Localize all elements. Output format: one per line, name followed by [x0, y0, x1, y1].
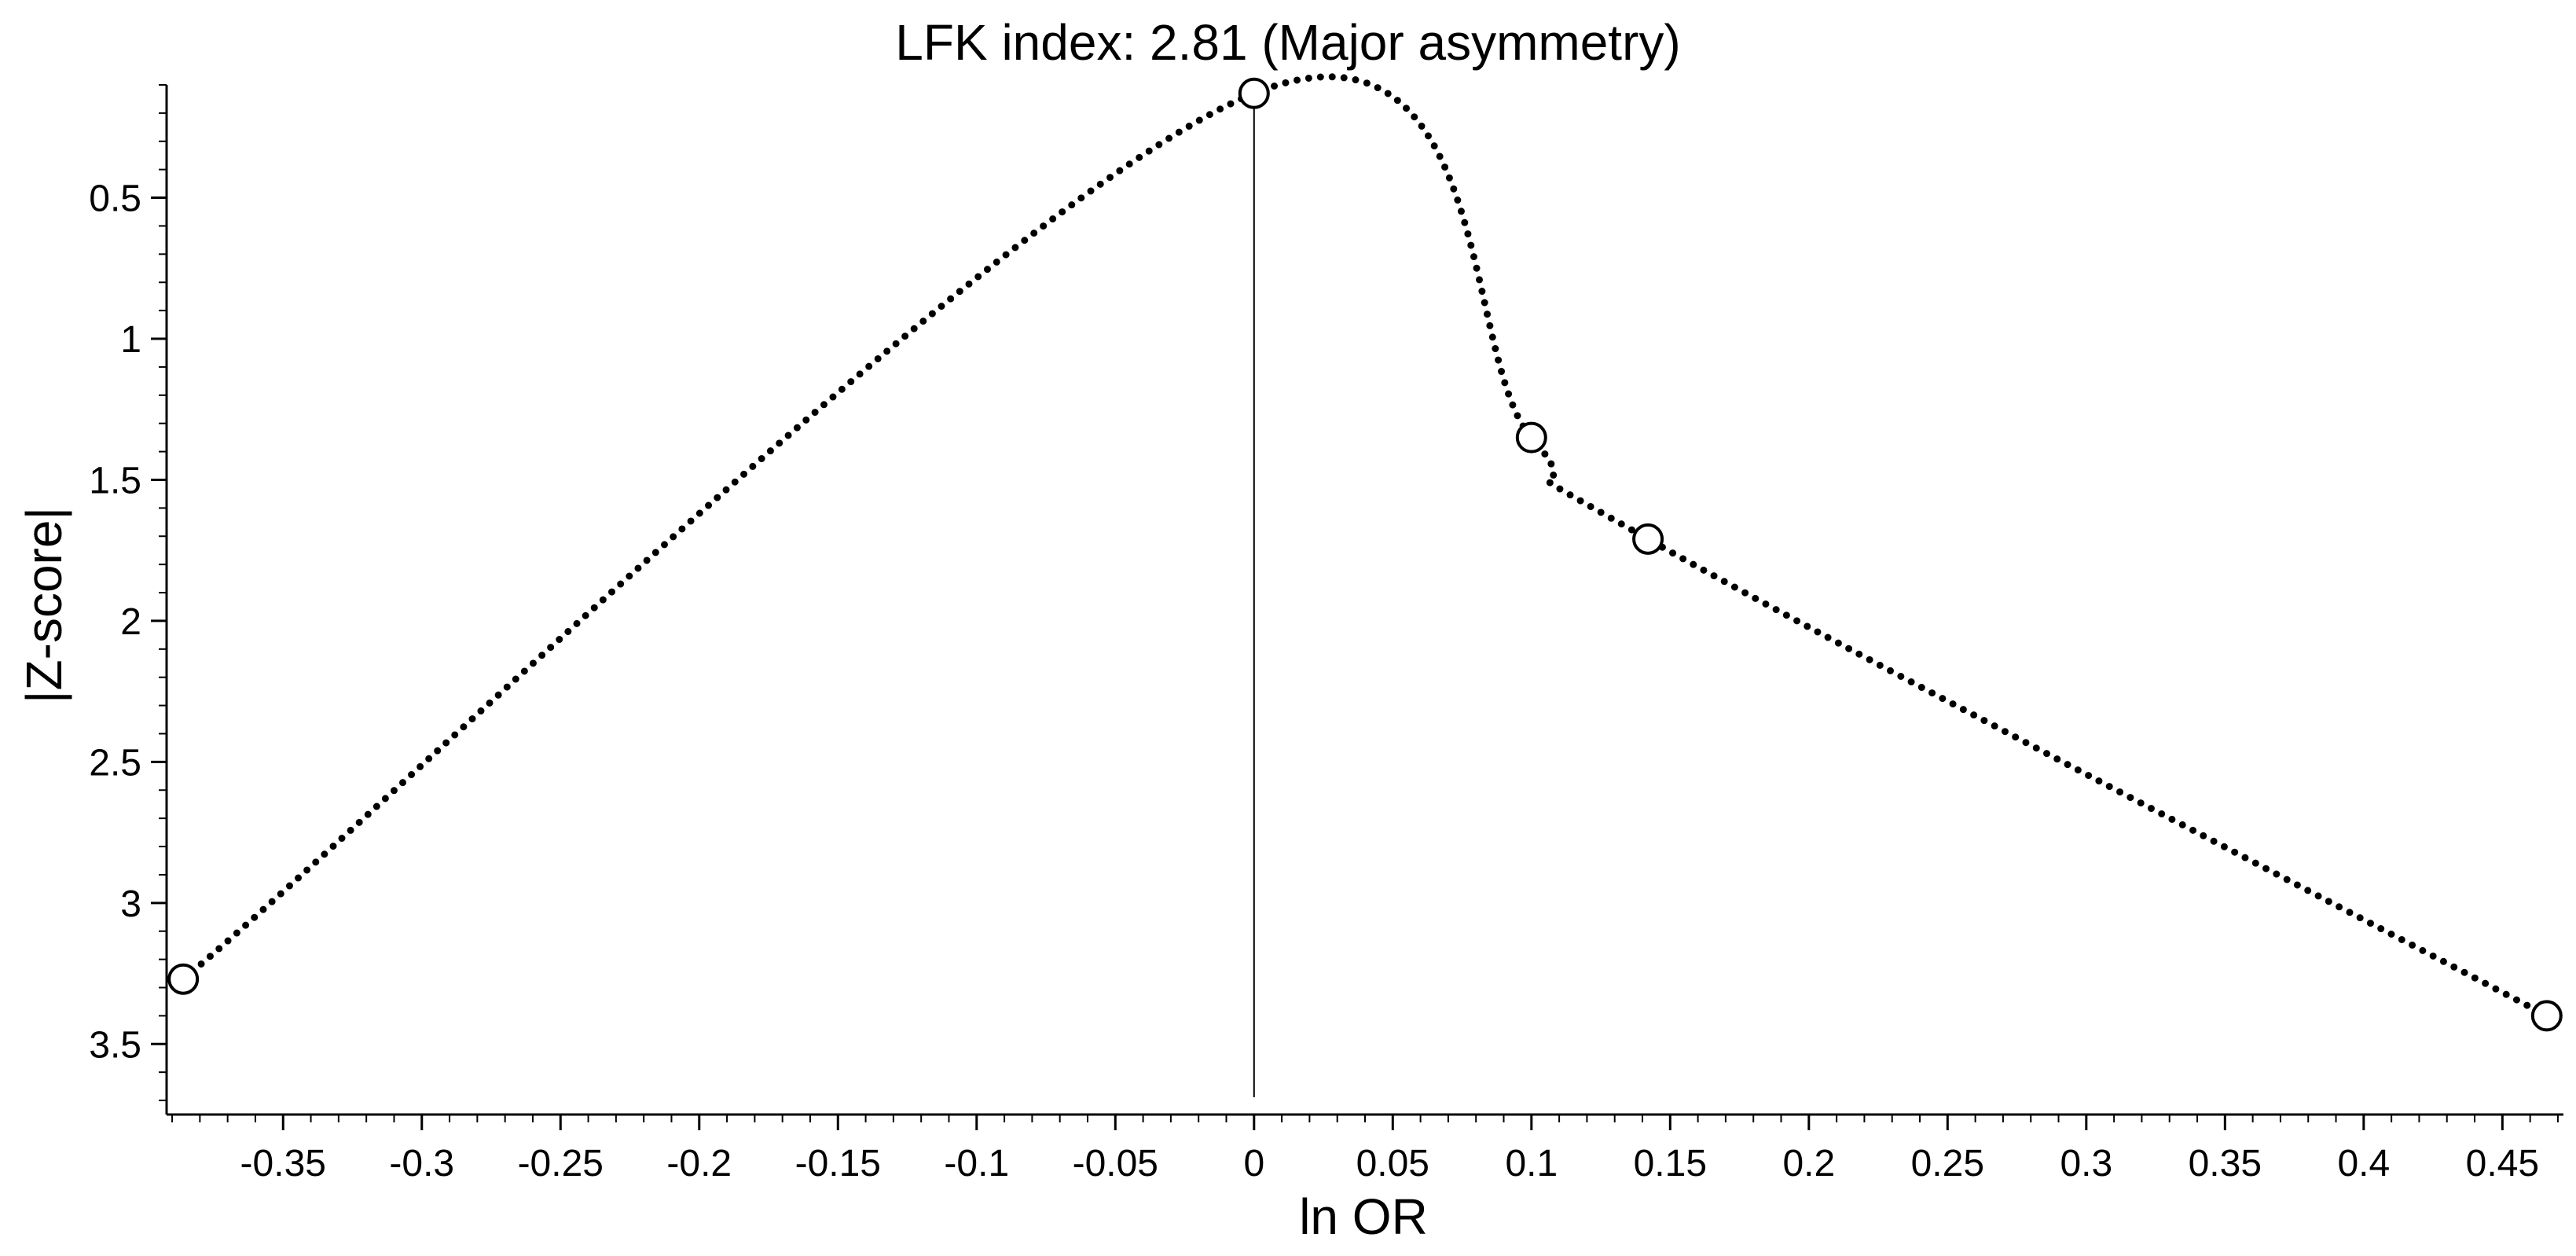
doi-curve	[179, 73, 2551, 1019]
y-tick-label: 1	[120, 319, 141, 361]
x-tick-label: 0.2	[1782, 1143, 1835, 1184]
y-tick-label: 3	[120, 883, 141, 925]
x-tick-label: -0.1	[944, 1143, 1009, 1184]
data-point	[2530, 1000, 2563, 1032]
y-tick-label: 1.5	[89, 460, 141, 501]
x-tick-label: -0.3	[389, 1143, 454, 1184]
x-tick-label: 0.1	[1505, 1143, 1558, 1184]
data-point	[1238, 77, 1270, 109]
x-tick-label: -0.25	[518, 1143, 604, 1184]
x-axis-ticks: -0.35 -0.3 -0.25 -0.2 -0.15 -0.1 -0.05 0 0.05 0.1…	[171, 1115, 2559, 1184]
x-tick-label: -0.35	[240, 1143, 326, 1184]
x-tick-label: 0.45	[2466, 1143, 2539, 1184]
x-tick-label: 0.4	[2337, 1143, 2390, 1184]
data-point	[1632, 523, 1664, 555]
x-tick-label: -0.15	[795, 1143, 881, 1184]
data-curve	[179, 73, 2551, 1019]
x-tick-label: 0.35	[2189, 1143, 2262, 1184]
y-tick-label: 2.5	[89, 742, 141, 784]
x-tick-label: 0.25	[1911, 1143, 1984, 1184]
x-axis-label: ln OR	[1299, 1188, 1428, 1245]
data-point	[167, 963, 200, 995]
y-axis-label: |Z-score|	[16, 507, 72, 703]
x-tick-label: 0.15	[1634, 1143, 1707, 1184]
chart-title: LFK index: 2.81 (Major asymmetry)	[895, 14, 1680, 71]
y-tick-label: 2	[120, 601, 141, 643]
y-axis-ticks: 0.5 1 1.5 2 2.5 3 3.5	[89, 84, 167, 1102]
y-tick-label: 3.5	[89, 1024, 141, 1066]
data-point	[1515, 421, 1547, 454]
x-tick-label: 0.3	[2060, 1143, 2112, 1184]
x-tick-label: 0	[1243, 1143, 1264, 1184]
x-tick-label: 0.05	[1356, 1143, 1429, 1184]
x-tick-label: -0.2	[666, 1143, 732, 1184]
y-tick-label: 0.5	[89, 178, 141, 220]
data-points	[167, 77, 2563, 1032]
x-tick-label: -0.05	[1073, 1143, 1158, 1184]
axes	[165, 85, 2563, 1116]
